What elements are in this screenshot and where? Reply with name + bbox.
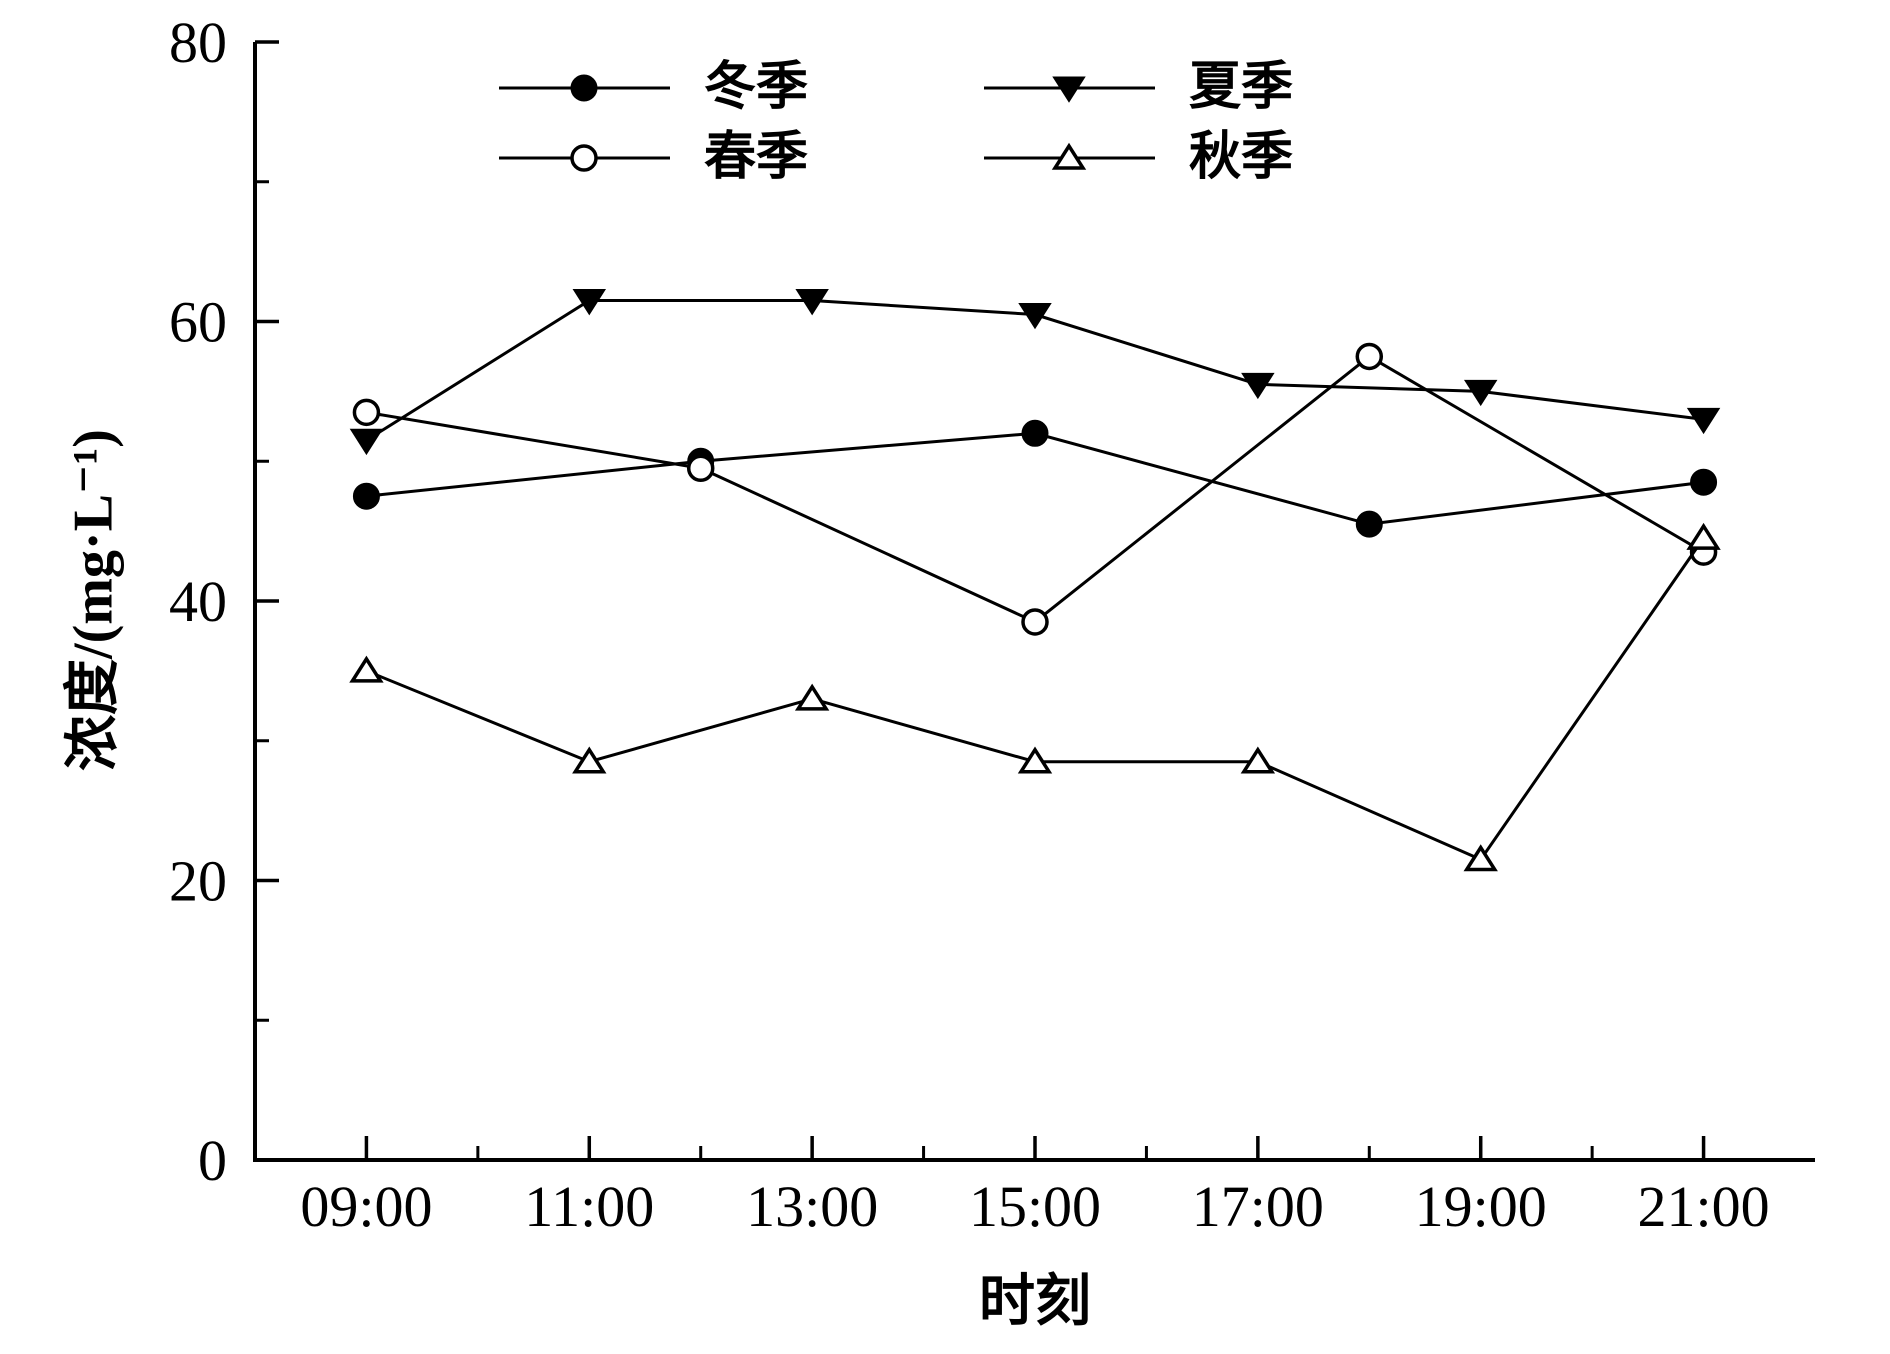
legend-item-autumn: 秋季 xyxy=(982,132,1293,184)
legend-item-spring: 春季 xyxy=(497,132,808,184)
x-tick-label: 21:00 xyxy=(1638,1174,1770,1239)
marker-autumn xyxy=(1240,746,1276,774)
y-tick-label: 0 xyxy=(198,1128,227,1193)
legend-label-spring: 春季 xyxy=(704,129,809,186)
marker-autumn xyxy=(794,683,830,711)
spring-open-circle-icon xyxy=(499,144,670,172)
marker-autumn xyxy=(349,655,384,683)
marker-summer xyxy=(1018,303,1052,330)
marker-summer xyxy=(572,289,607,316)
marker-legend-spring xyxy=(570,144,598,172)
marker-winter xyxy=(1690,468,1718,496)
marker-legend-summer xyxy=(1052,76,1086,103)
y-tick-label: 40 xyxy=(169,569,227,634)
marker-summer xyxy=(349,428,384,456)
marker-spring xyxy=(1021,608,1049,636)
legend-item-winter: 冬季 xyxy=(497,62,808,114)
marker-summer xyxy=(1686,407,1721,435)
marker-summer xyxy=(1463,379,1498,407)
y-axis-title: 浓度/(mg·L⁻¹) xyxy=(62,429,125,771)
legend-label-summer: 夏季 xyxy=(1189,59,1294,116)
marker-autumn xyxy=(572,746,607,774)
marker-autumn xyxy=(1686,522,1721,550)
marker-winter xyxy=(1355,510,1383,538)
x-tick-label: 13:00 xyxy=(746,1174,878,1239)
x-tick-label: 09:00 xyxy=(300,1174,432,1239)
x-tick-label: 19:00 xyxy=(1415,1174,1547,1239)
series-line-autumn xyxy=(365,537,1705,862)
marker-winter xyxy=(352,482,380,510)
axis-frame xyxy=(253,42,1815,1162)
marker-spring xyxy=(352,398,381,427)
marker-summer xyxy=(1241,372,1275,400)
marker-summer xyxy=(795,289,829,316)
x-axis-title: 时刻 xyxy=(979,1271,1091,1333)
x-tick-label: 17:00 xyxy=(1192,1174,1324,1239)
x-tick-label: 11:00 xyxy=(524,1174,654,1239)
marker-autumn xyxy=(1017,746,1053,774)
series-line-spring xyxy=(366,354,1705,624)
marker-legend-winter xyxy=(570,74,598,102)
marker-spring xyxy=(1355,342,1384,371)
x-tick-label: 15:00 xyxy=(969,1174,1101,1239)
y-tick-label: 60 xyxy=(169,290,227,355)
y-tick-label: 80 xyxy=(169,10,227,75)
summer-filled-triangle-icon xyxy=(984,76,1155,103)
legend-item-summer: 夏季 xyxy=(982,62,1293,114)
marker-winter xyxy=(1021,419,1049,447)
winter-filled-circle-icon xyxy=(499,74,670,102)
legend-label-winter: 冬季 xyxy=(704,59,809,116)
y-tick-label: 20 xyxy=(169,849,227,914)
autumn-open-triangle-icon xyxy=(984,142,1155,170)
marker-autumn xyxy=(1463,844,1498,872)
marker-spring xyxy=(686,454,715,482)
marker-legend-autumn xyxy=(1051,142,1087,170)
legend-label-autumn: 秋季 xyxy=(1189,129,1294,186)
